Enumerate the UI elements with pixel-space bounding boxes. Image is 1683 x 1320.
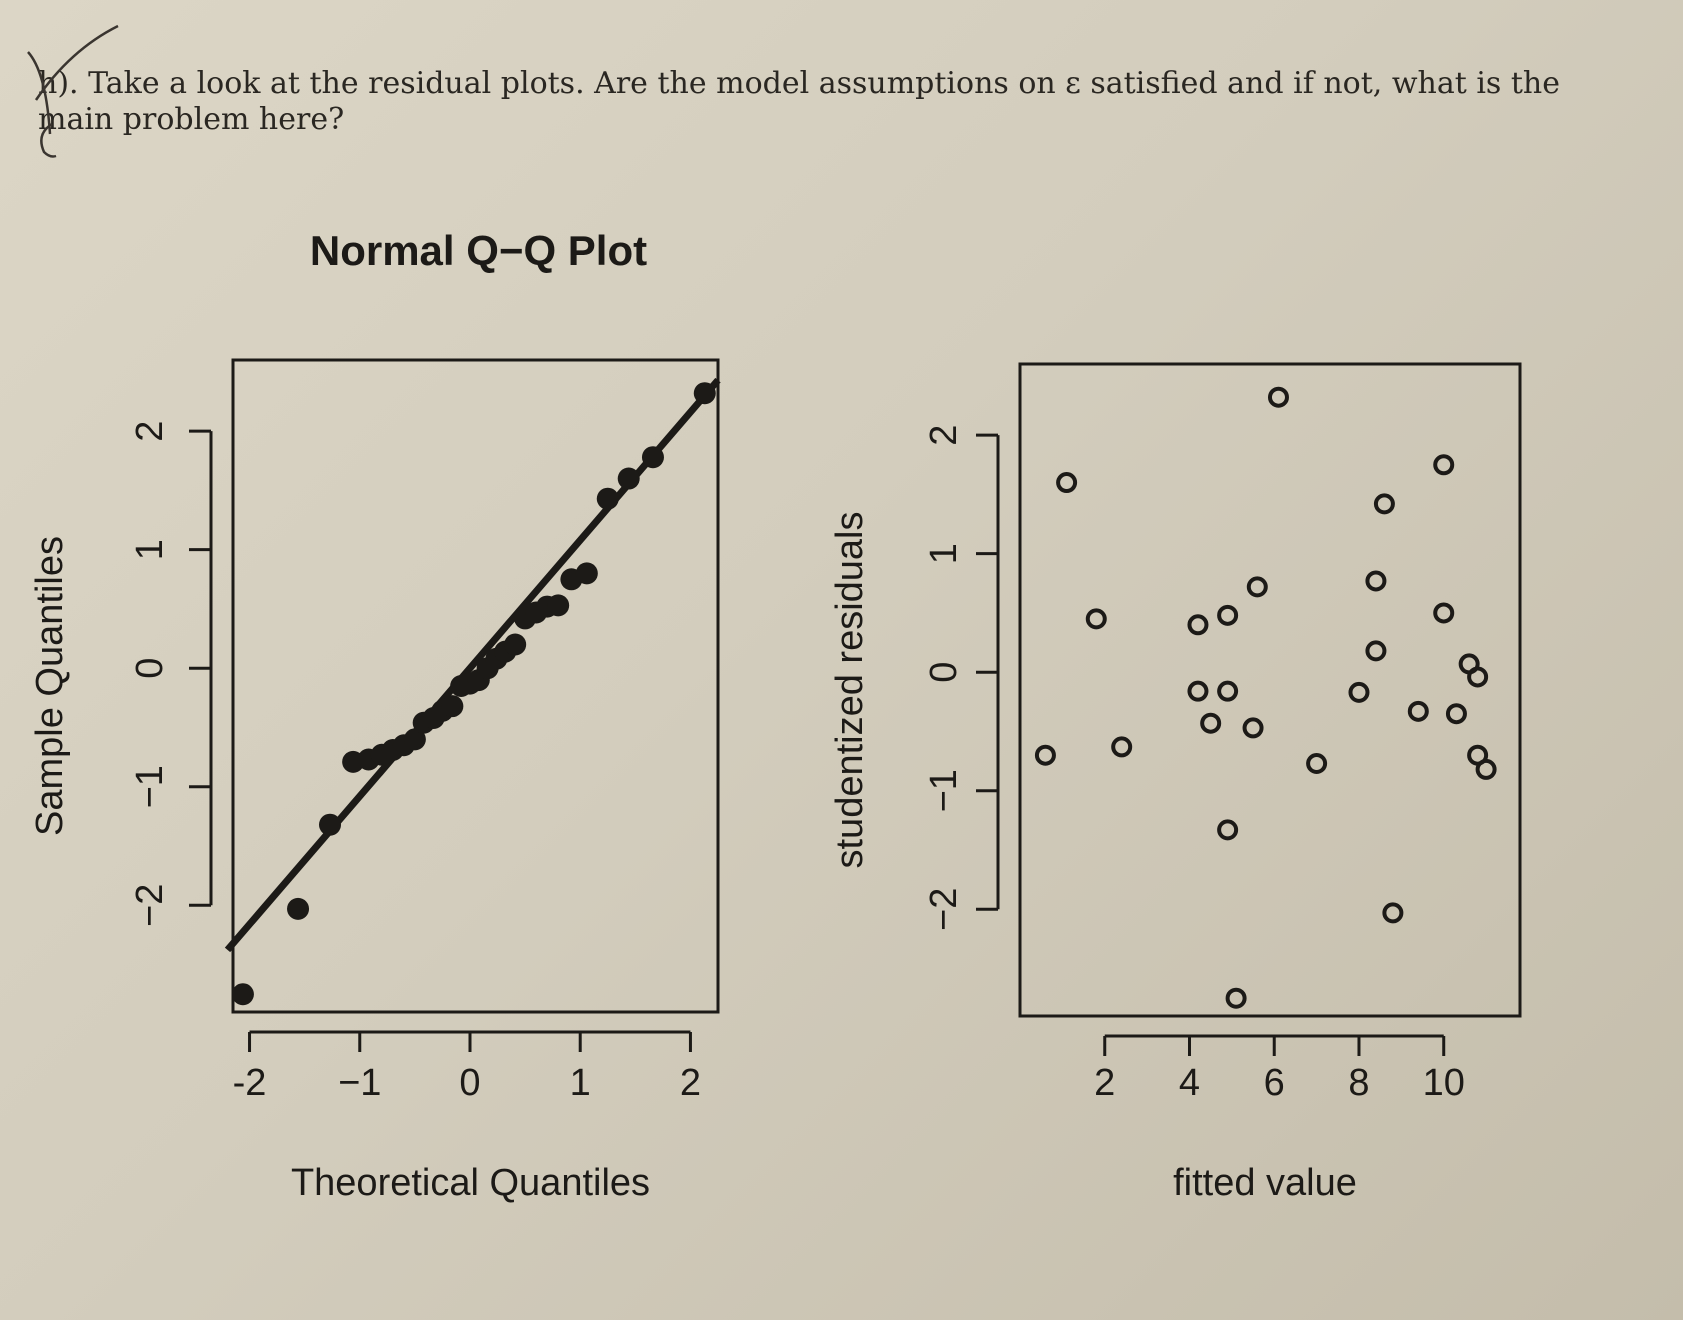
resid-data-point bbox=[1365, 640, 1387, 662]
resid-data-point bbox=[1200, 712, 1222, 734]
qq-data-point bbox=[319, 813, 341, 836]
pen-bracket-mark bbox=[40, 122, 57, 158]
qq-data-point bbox=[575, 562, 598, 585]
resid-x-tick-label: 10 bbox=[1423, 1062, 1465, 1104]
resid-x-tick-label: 2 bbox=[1094, 1062, 1115, 1104]
qq-data-point bbox=[547, 594, 570, 617]
resid-data-point bbox=[1246, 576, 1268, 598]
resid-data-point bbox=[1407, 700, 1429, 722]
qq-plot-frame bbox=[231, 358, 720, 1014]
resid-data-point bbox=[1225, 987, 1247, 1009]
resid-data-point bbox=[1306, 752, 1328, 774]
qq-reference-line bbox=[224, 377, 721, 953]
qq-data-point bbox=[596, 487, 619, 510]
residual-plot: 2 4 6 8 10 −2 −1 0 1 2 fitted value studentized res… bbox=[829, 362, 1522, 1204]
qq-y-tick-label: 2 bbox=[129, 421, 171, 442]
resid-data-point bbox=[1267, 386, 1289, 408]
resid-data-point bbox=[1034, 744, 1056, 766]
qq-data-point bbox=[287, 897, 310, 920]
resid-data-point bbox=[1433, 602, 1455, 624]
resid-data-point bbox=[1373, 493, 1395, 515]
qq-x-axis-title: Theoretical Quantiles bbox=[291, 1162, 650, 1204]
qq-plot: -2 −1 0 1 2 −2 −1 0 1 2 Theoretical Quantiles Sampl… bbox=[29, 227, 721, 1204]
qq-data-point bbox=[403, 728, 426, 751]
resid-data-point bbox=[1348, 681, 1370, 703]
resid-x-tick-label: 8 bbox=[1348, 1062, 1369, 1104]
qq-data-point bbox=[441, 695, 464, 718]
resid-data-point bbox=[1187, 614, 1209, 636]
resid-data-point bbox=[1382, 902, 1404, 924]
qq-data-point bbox=[231, 983, 254, 1006]
qq-data-point bbox=[504, 633, 527, 656]
qq-y-tick-label: 0 bbox=[129, 658, 171, 679]
resid-data-point bbox=[1085, 608, 1107, 630]
resid-y-tick-label: −2 bbox=[923, 888, 965, 931]
resid-data-point bbox=[1242, 717, 1264, 739]
resid-y-tick-label: 0 bbox=[923, 662, 965, 683]
qq-data-point bbox=[617, 467, 640, 490]
resid-y-axis-title: studentized residuals bbox=[829, 512, 871, 869]
resid-y-tick-label: −1 bbox=[923, 769, 965, 812]
resid-x-tick-label: 4 bbox=[1179, 1062, 1200, 1104]
qq-y-tick-label: −1 bbox=[129, 765, 171, 808]
resid-y-tick-label: 1 bbox=[923, 543, 965, 564]
resid-data-point bbox=[1187, 680, 1209, 702]
pen-check-mark bbox=[27, 24, 119, 135]
qq-data-point bbox=[693, 382, 716, 405]
resid-data-point bbox=[1217, 819, 1239, 841]
question-text: Take a look at the residual plots. Are t… bbox=[38, 66, 1560, 137]
resid-data-point bbox=[1475, 758, 1497, 780]
qq-y-axis-title: Sample Quantiles bbox=[29, 536, 71, 836]
question-text-block: h). Take a look at the residual plots. A… bbox=[38, 66, 1618, 138]
qq-y-tick-label: −2 bbox=[129, 884, 171, 927]
resid-y-tick-label: 2 bbox=[923, 425, 965, 446]
qq-x-tick-label: -2 bbox=[233, 1062, 267, 1104]
qq-title: Normal Q−Q Plot bbox=[310, 227, 647, 274]
resid-x-tick-label: 6 bbox=[1264, 1062, 1285, 1104]
resid-data-point bbox=[1111, 736, 1133, 758]
qq-x-tick-label: 2 bbox=[680, 1062, 701, 1104]
resid-data-point bbox=[1365, 570, 1387, 592]
qq-y-tick-label: 1 bbox=[129, 539, 171, 560]
qq-x-tick-label: −1 bbox=[338, 1062, 381, 1104]
resid-data-point bbox=[1217, 604, 1239, 626]
resid-data-point bbox=[1056, 472, 1078, 494]
resid-x-axis-title: fitted value bbox=[1173, 1162, 1357, 1204]
resid-data-point bbox=[1433, 454, 1455, 476]
resid-data-point bbox=[1467, 666, 1489, 688]
qq-data-point bbox=[641, 446, 664, 469]
qq-x-tick-label: 0 bbox=[459, 1062, 480, 1104]
qq-x-tick-label: 1 bbox=[570, 1062, 591, 1104]
resid-plot-frame bbox=[1018, 362, 1522, 1018]
resid-data-point bbox=[1217, 680, 1239, 702]
resid-data-point bbox=[1445, 703, 1467, 725]
